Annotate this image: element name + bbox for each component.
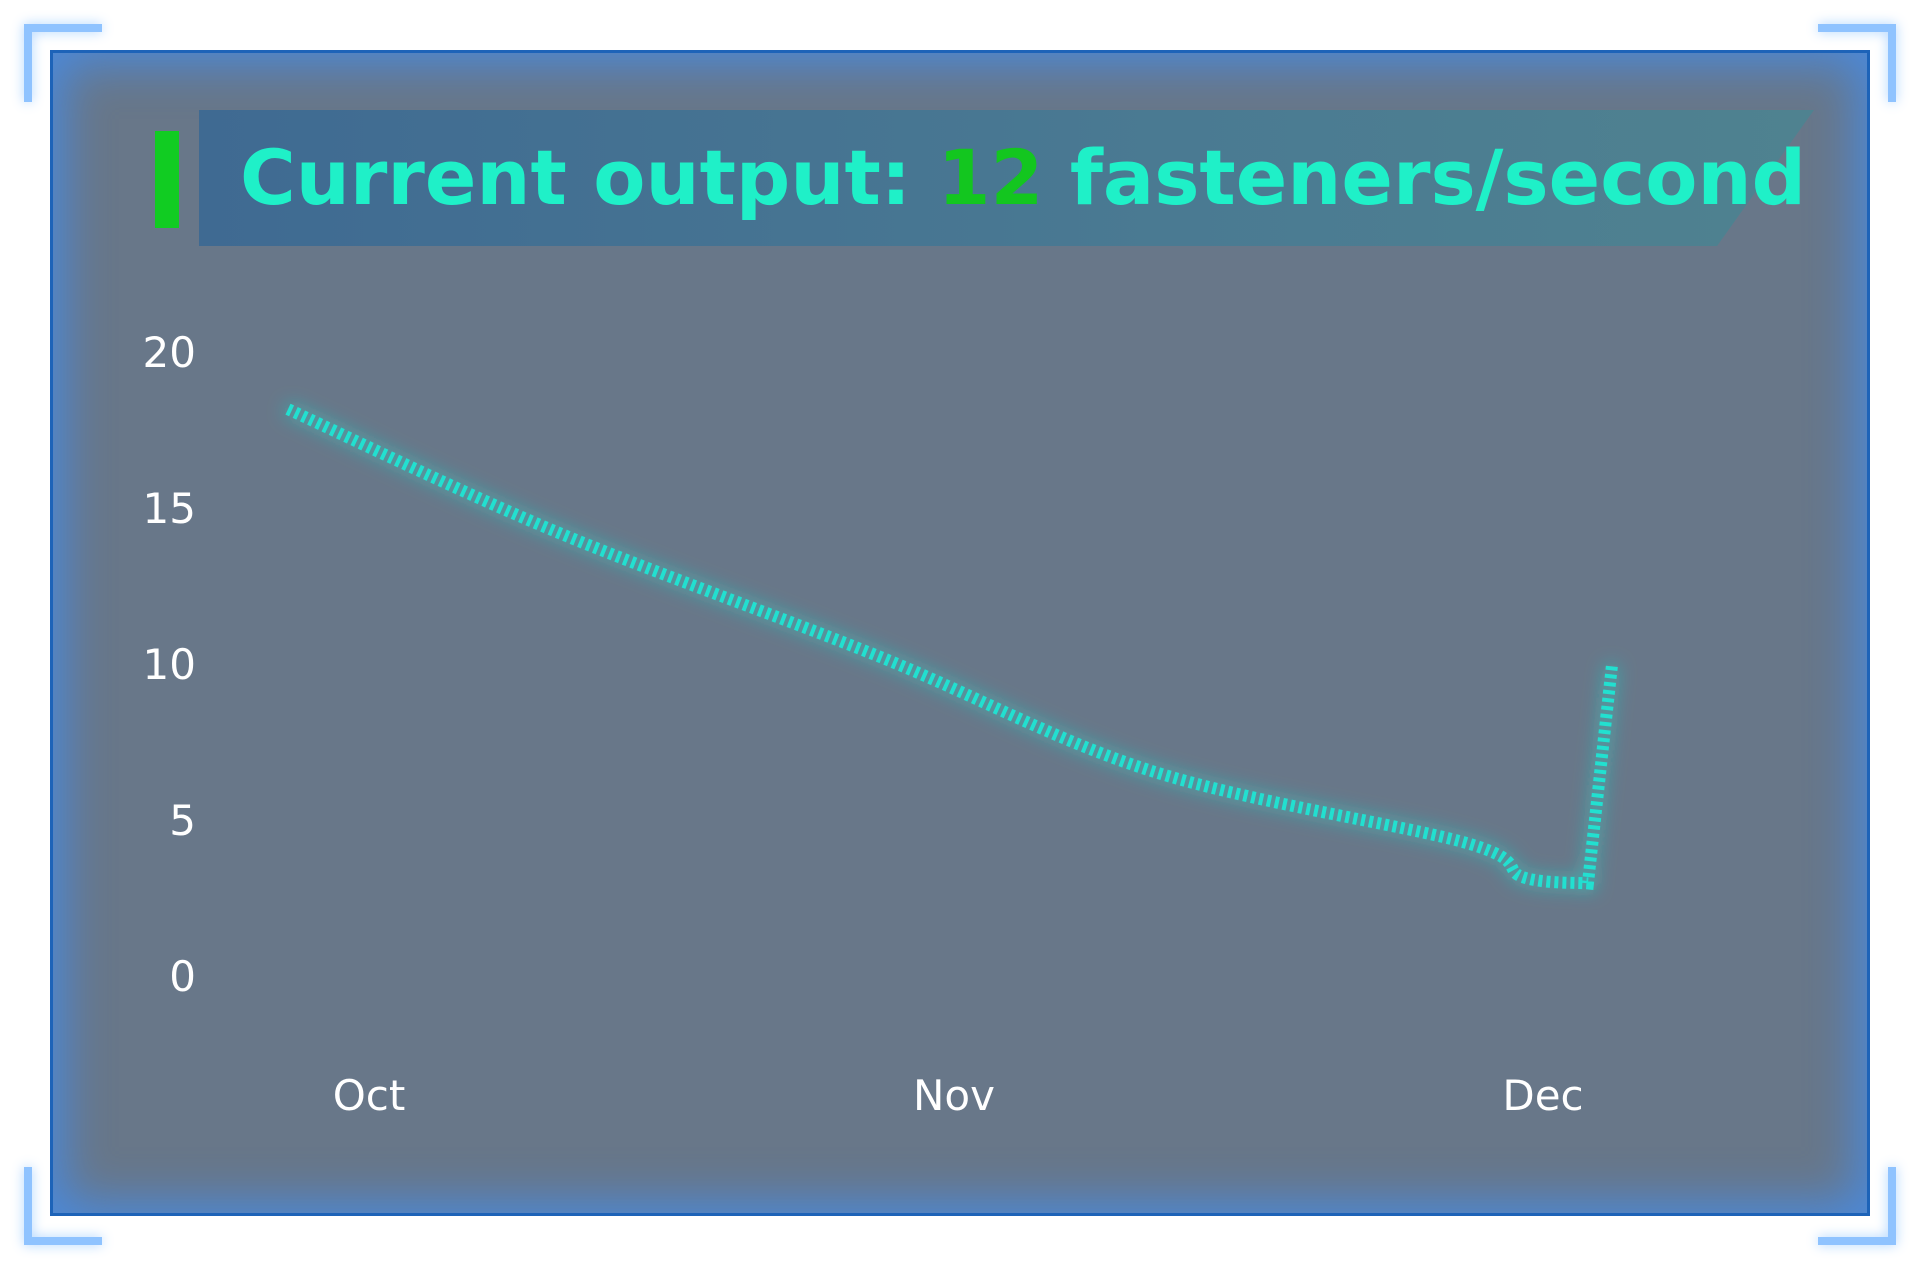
x-tick-label: Nov	[913, 1071, 995, 1120]
title-value: 12	[937, 133, 1044, 222]
frame-corner-top-left	[24, 24, 102, 102]
title-suffix: fasteners/second	[1043, 133, 1806, 222]
x-tick-label: Oct	[333, 1071, 406, 1120]
chart-title: Current output: 12 fasteners/second	[240, 132, 1806, 224]
title-prefix: Current output:	[240, 133, 938, 222]
y-axis: 0 5 10 15 20	[143, 328, 196, 1001]
series-group	[285, 403, 1618, 890]
series-line	[285, 403, 1618, 890]
y-tick-label: 10	[143, 640, 196, 689]
frame-corner-bottom-left	[24, 1167, 102, 1245]
y-tick-label: 15	[143, 484, 196, 533]
x-axis: Oct Nov Dec	[333, 1071, 1584, 1120]
title-accent-bar	[155, 131, 179, 228]
x-tick-label: Dec	[1502, 1071, 1583, 1120]
y-tick-label: 0	[169, 952, 196, 1001]
title-banner	[199, 110, 1814, 246]
y-tick-label: 20	[143, 328, 196, 377]
y-tick-label: 5	[169, 796, 196, 845]
frame-corner-top-right	[1818, 24, 1896, 102]
frame-corner-bottom-right	[1818, 1167, 1896, 1245]
